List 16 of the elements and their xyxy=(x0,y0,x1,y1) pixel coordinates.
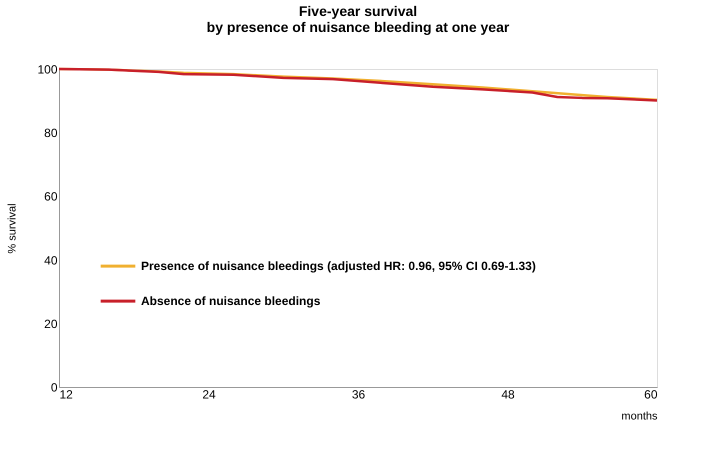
y-axis-title: % survival xyxy=(6,203,18,254)
chart-title: Five-year survival by presence of nuisance bleeding at one year xyxy=(206,3,510,35)
legend-label: Presence of nuisance bleedings (adjusted HR: 0.96, 95% CI 0.69-1.33) xyxy=(141,259,536,274)
y-tick-label: 0 xyxy=(50,380,58,394)
y-tick-label: 40 xyxy=(44,253,58,268)
x-axis-title: months xyxy=(621,410,658,422)
y-tick-label: 80 xyxy=(44,126,58,140)
x-tick-label: 36 xyxy=(352,388,366,402)
y-tick-label: 100 xyxy=(37,62,58,76)
y-tick-label: 20 xyxy=(44,316,58,331)
x-tick-label: 60 xyxy=(644,388,658,402)
x-tick-label: 24 xyxy=(202,388,216,402)
legend-label: Absence of nuisance bleedings xyxy=(141,294,321,308)
x-tick-label: 12 xyxy=(60,388,74,402)
x-tick-label: 48 xyxy=(501,388,515,402)
y-tick-label: 60 xyxy=(44,190,58,204)
